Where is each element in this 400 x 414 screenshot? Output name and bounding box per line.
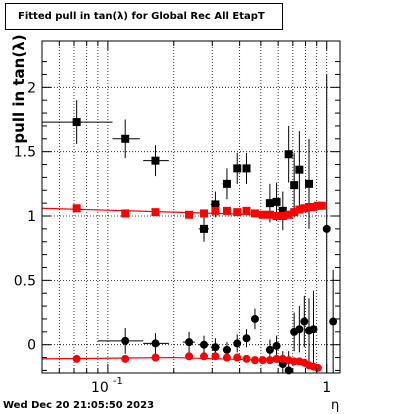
data-point-circle (313, 363, 322, 372)
data-point-square (278, 206, 287, 215)
data-point-circle (295, 325, 304, 334)
data-point-square (265, 210, 274, 219)
y-tick-label: 2 (27, 80, 36, 96)
data-point-circle (284, 366, 293, 375)
data-point-circle (250, 356, 259, 365)
x-tick-label-exponent: -1 (113, 376, 123, 387)
data-point-square (313, 201, 322, 210)
data-point-square (317, 201, 326, 210)
data-point-square (233, 164, 242, 173)
data-point-circle (200, 352, 209, 361)
data-point-circle (151, 339, 160, 348)
x-tick-label: 10 (91, 380, 109, 396)
y-tick-label: 1.5 (14, 145, 36, 161)
data-point-circle (121, 354, 130, 363)
data-point-square (121, 209, 130, 218)
y-axis-label: pull in tan(λ) (10, 34, 28, 144)
fit-lines (41, 205, 322, 369)
data-point-square (309, 203, 318, 211)
data-point-square (72, 204, 81, 213)
data-point-circle (272, 341, 281, 350)
data-point-square (233, 208, 242, 217)
data-point-square (242, 164, 251, 173)
x-tick-label: 1 (322, 380, 331, 396)
data-point-square (284, 150, 293, 159)
data-point-square (265, 199, 274, 208)
data-point-square (250, 209, 259, 218)
data-point-square (151, 208, 160, 217)
data-point-circle (265, 345, 274, 354)
data-point-circle (121, 336, 130, 345)
data-point-circle (151, 353, 160, 362)
timestamp: Wed Dec 20 21:05:50 2023 (3, 400, 155, 411)
data-point-circle (329, 317, 338, 326)
data-point-square (290, 208, 299, 217)
data-point-square (272, 197, 281, 206)
data-point-circle (233, 353, 242, 362)
data-point-square (258, 210, 267, 219)
data-point-circle (222, 345, 231, 354)
data-point-square (278, 212, 287, 221)
data-point-square (284, 210, 293, 219)
x-axis-label: η (331, 398, 340, 413)
data-point-circle (200, 340, 209, 349)
data-point-circle (300, 317, 309, 326)
data-point-square (300, 204, 309, 213)
data-point-circle (258, 356, 267, 365)
plot-frame (41, 40, 341, 374)
data-point-square (185, 210, 194, 219)
chart-title: Fitted pull in tan(λ) for Global Rec All… (18, 11, 265, 22)
data-point-circle (72, 354, 81, 363)
data-point-circle (185, 338, 194, 347)
data-point-circle (242, 354, 251, 363)
grid-lines (41, 41, 340, 373)
data-point-circle (272, 354, 281, 363)
data-point-square (211, 206, 220, 215)
data-point-circle (211, 343, 220, 352)
data-point-square (305, 179, 314, 188)
data-point-circle (233, 339, 242, 348)
data-point-circle (322, 224, 331, 233)
data-point-circle (185, 352, 194, 361)
y-tick-label: 0.5 (14, 273, 36, 289)
data-point-circle (242, 334, 251, 343)
data-point-circle (211, 352, 220, 361)
data-points (42, 74, 338, 375)
data-point-square (272, 212, 281, 221)
data-point-square (151, 156, 160, 165)
data-point-square (121, 134, 130, 143)
data-point-square (211, 200, 220, 209)
y-tick-label: 1 (27, 209, 36, 225)
data-point-circle (222, 353, 231, 362)
y-tick-label: 0 (27, 338, 36, 354)
data-point-square (200, 209, 209, 218)
data-point-square (242, 206, 251, 215)
data-point-circle (250, 314, 259, 323)
data-point-square (222, 179, 231, 188)
title-box: Fitted pull in tan(λ) for Global Rec All… (5, 3, 283, 30)
data-point-square (305, 203, 314, 211)
data-point-square (295, 205, 304, 214)
data-point-square (72, 118, 81, 127)
data-point-square (290, 181, 299, 190)
data-point-circle (265, 356, 274, 365)
data-point-square (200, 224, 209, 233)
data-point-square (222, 206, 231, 215)
data-point-square (295, 165, 304, 174)
axis-ticks: 0 0.5 1 1.5 2 10 -1 1 (14, 41, 340, 396)
data-point-circle (309, 325, 318, 334)
